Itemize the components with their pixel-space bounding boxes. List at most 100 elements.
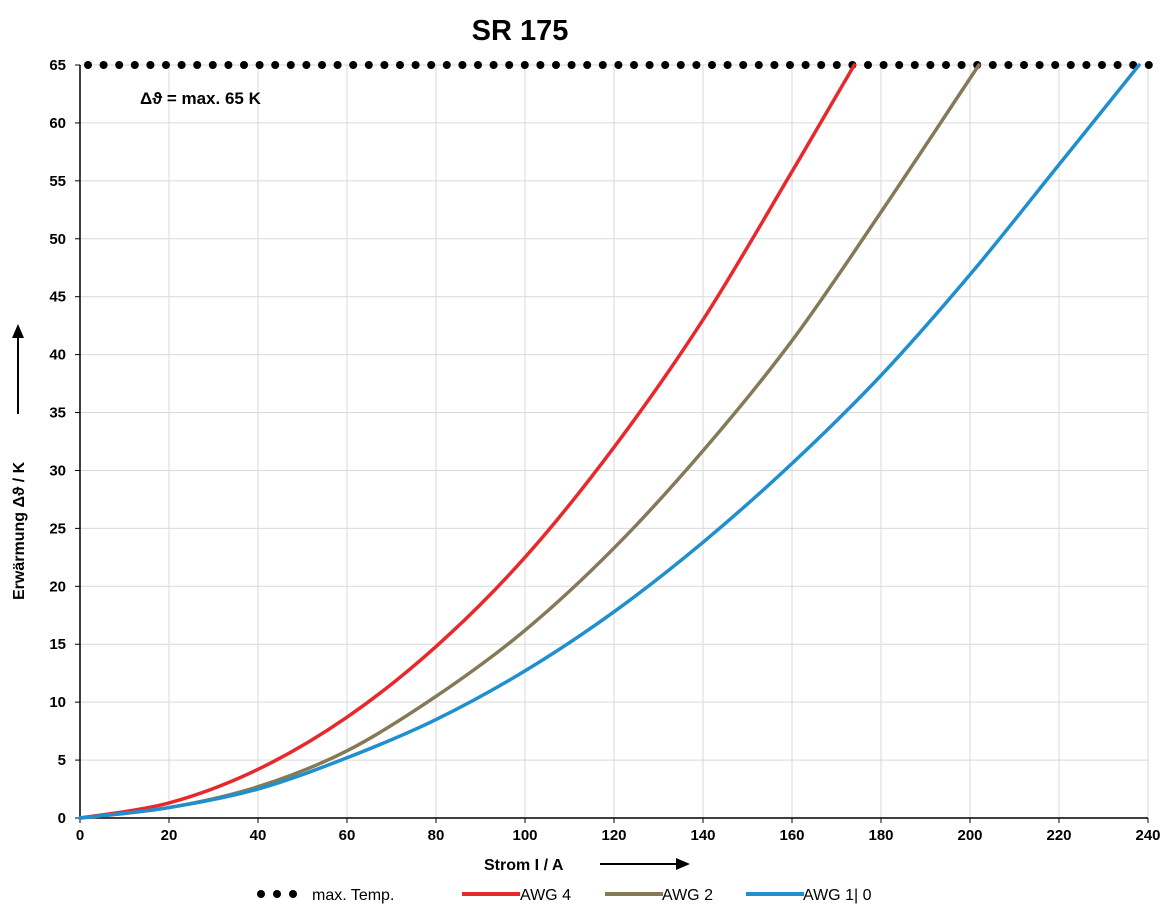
y-tick-labels: 0 5 10 15 20 25 30 35 40 45 50 55 60 65 [49,57,80,827]
max-temp-dot [645,61,654,69]
max-temp-dot [208,61,217,69]
max-temp-dot [255,61,264,69]
max-temp-dot [598,61,607,69]
legend-item: max. Temp. [257,887,394,904]
y-tick-label: 40 [49,347,66,364]
y-axis-arrow-head [12,324,24,338]
x-tick-label: 180 [868,827,893,844]
max-temp-dot [1113,61,1122,69]
max-temp-dot [115,61,124,69]
max-temp-dot [630,61,638,69]
max-temp-dot [708,61,716,69]
max-temp-dot [458,61,467,69]
x-tick-label: 60 [339,827,356,844]
x-axis-label: Strom I / A [484,857,564,874]
series-max-temp [84,61,1153,69]
x-tick-label: 240 [1135,827,1160,844]
grid [79,64,1149,819]
max-temp-dot [739,61,748,69]
legend-item: AWG 4 [462,887,571,904]
max-temp-dot [193,61,202,69]
max-temp-dot [926,61,935,69]
max-temp-dot [957,61,966,69]
y-tick-label: 5 [58,752,66,769]
max-temp-dot [801,61,810,69]
max-temp-dot [177,61,186,69]
max-temp-dot [302,61,311,69]
x-tick-label: 120 [601,827,626,844]
max-temp-dot [333,61,342,69]
max-temp-dot [1066,61,1075,69]
max-temp-dot [349,61,358,69]
max-temp-dot [723,61,732,69]
legend-label: AWG 1| 0 [803,887,872,904]
legend-label: max. Temp. [312,887,394,904]
max-temp-dot [770,61,779,69]
max-temp-dot [505,61,514,69]
x-tick-label: 100 [512,827,537,844]
x-tick-label: 40 [250,827,267,844]
series-layer [78,61,1153,820]
y-tick-label: 55 [49,173,66,190]
max-temp-dot [567,61,576,69]
max-temp-dot [271,61,280,69]
series-awg-2-line [78,63,981,820]
max-temp-dot [614,61,623,69]
x-tick-label: 80 [428,827,445,844]
max-temp-dot [84,61,92,69]
series-awg-1-0-line [78,63,1141,820]
x-axis-arrow [600,858,690,870]
max-temp-dot [676,61,685,69]
x-tick-label: 160 [779,827,804,844]
max-temp-dot [489,61,498,69]
max-temp-dot [130,61,139,69]
y-tick-label: 10 [49,694,66,711]
x-tick-labels: 0 20 40 60 80 100 120 140 160 180 200 220 240 [76,818,1161,844]
max-temp-dot [162,61,170,69]
chart-title: SR 175 [472,15,569,47]
max-temp-dot [786,61,794,69]
legend-item: AWG 2 [605,887,713,904]
x-tick-label: 200 [957,827,982,844]
max-temp-dot [879,61,888,69]
x-tick-label: 140 [690,827,715,844]
legend-label: AWG 2 [662,887,713,904]
y-tick-label: 65 [49,57,66,74]
x-tick-label: 20 [161,827,178,844]
series-awg-4-line [78,63,857,820]
y-tick-label: 35 [49,405,66,422]
max-temp-dot [520,61,529,69]
max-temp-dot [1144,61,1153,69]
y-tick-label: 30 [49,462,66,479]
max-temp-dot [380,61,389,69]
legend: max. Temp. AWG 4 AWG 2 AWG 1| 0 [257,887,872,904]
y-tick-label: 20 [49,578,66,595]
max-temp-dot [318,61,326,69]
max-temp-dot [552,61,560,69]
max-temp-dot [864,61,872,69]
max-temp-dot [817,61,826,69]
max-temp-dot [396,61,404,69]
max-temp-dot [411,61,420,69]
max-temp-dot [832,61,841,69]
max-temp-dot [1051,61,1060,69]
max-temp-dot [224,61,233,69]
max-temp-dot [942,61,950,69]
max-temp-annotation: Δϑ = max. 65 K [140,89,262,108]
y-tick-label: 0 [58,810,66,827]
x-tick-label: 220 [1046,827,1071,844]
max-temp-dot [1129,61,1138,69]
max-temp-dot [692,61,701,69]
legend-swatch-dot [273,890,281,898]
legend-swatch-dot [289,890,297,898]
max-temp-dot [364,61,373,69]
max-temp-dot [99,61,108,69]
max-temp-dot [427,61,436,69]
max-temp-dot [1082,61,1091,69]
max-temp-dot [1035,61,1044,69]
y-tick-label: 50 [49,231,66,248]
max-temp-dot [583,61,592,69]
y-axis-label: Erwärmung Δϑ / K [11,461,28,600]
y-tick-label: 45 [49,289,66,306]
